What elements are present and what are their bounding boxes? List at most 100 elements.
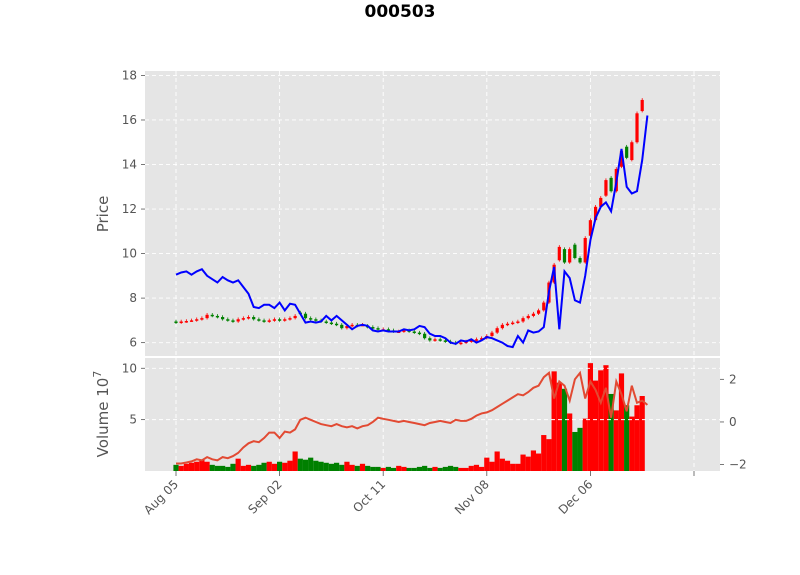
- candle-body: [272, 319, 277, 321]
- candle-body: [350, 324, 354, 327]
- candle-body: [386, 329, 390, 331]
- volume-bar: [308, 457, 314, 471]
- price-tick-label: 14: [122, 158, 137, 172]
- volume-panel: 5 10 −2 0 2: [122, 358, 747, 472]
- volume-bar: [178, 465, 184, 471]
- candle-body: [630, 142, 634, 161]
- volume-bar: [245, 464, 252, 471]
- volume-bar: [287, 460, 293, 471]
- candle-body: [267, 320, 271, 322]
- price-line-series: [175, 115, 649, 349]
- volume-bar: [499, 458, 505, 471]
- volume-bar: [582, 418, 588, 471]
- candle-body: [511, 322, 515, 325]
- volume-bar: [359, 463, 366, 471]
- candle-body: [402, 330, 406, 332]
- candle-body: [557, 246, 561, 261]
- candle-body: [324, 321, 328, 323]
- volume-bar: [339, 464, 345, 471]
- volume-bar: [453, 466, 459, 471]
- candle-body: [226, 319, 230, 321]
- candle-body: [516, 321, 520, 323]
- volume-bar: [525, 456, 531, 471]
- candle-body: [526, 315, 530, 319]
- candle-body: [604, 180, 608, 196]
- volume-bar: [504, 460, 511, 471]
- candle-body: [283, 319, 287, 321]
- volume-bar: [401, 466, 407, 471]
- volume-bar: [624, 405, 630, 471]
- candle-body: [428, 338, 432, 341]
- volume-bar: [463, 467, 469, 471]
- candle-body: [293, 315, 297, 319]
- volume-bar: [592, 380, 599, 471]
- chart-title: 000503: [365, 2, 436, 22]
- candle-body: [195, 319, 199, 321]
- volume-bar: [427, 467, 433, 471]
- candle-body: [573, 244, 577, 259]
- candle-body: [262, 320, 266, 322]
- price-tick-label: 10: [122, 247, 137, 261]
- volume-bar: [473, 464, 480, 471]
- candle-body: [619, 151, 624, 167]
- candle-body: [189, 320, 194, 322]
- volume-bar: [214, 465, 221, 471]
- candle-body: [184, 321, 188, 323]
- price-tick-label: 6: [129, 336, 137, 350]
- price-tick-label: 12: [122, 202, 137, 216]
- volume-bar: [447, 465, 454, 471]
- volume-bar: [510, 463, 516, 471]
- candle-body: [583, 237, 587, 263]
- candle-body: [423, 333, 427, 339]
- candle-body: [288, 318, 292, 320]
- volume-bar: [422, 465, 428, 471]
- volume-bar: [188, 462, 195, 471]
- volume-bar: [365, 465, 371, 471]
- candle-body: [443, 340, 447, 342]
- candle-body: [459, 342, 463, 345]
- volume-bar: [256, 464, 262, 471]
- volume-bar: [639, 396, 645, 471]
- volume-bar: [199, 459, 205, 471]
- volume-bar: [515, 463, 521, 471]
- volume-bar: [271, 463, 278, 471]
- volume-tick-label: 10: [122, 361, 137, 375]
- x-tick-label: Aug 05: [141, 477, 181, 517]
- candle-body: [417, 332, 422, 335]
- volume-bar: [183, 463, 189, 471]
- volume-bar: [587, 363, 593, 471]
- volume-bar: [323, 462, 329, 471]
- volume-bar: [333, 462, 340, 471]
- volume-bar: [479, 466, 485, 471]
- volume-bar: [556, 382, 562, 471]
- candle-body: [521, 318, 525, 322]
- candle-body: [490, 332, 494, 336]
- candle-body: [433, 339, 437, 341]
- candle-body: [200, 318, 204, 320]
- volume-bar: [541, 435, 547, 471]
- volume-bar: [437, 467, 443, 471]
- volume-bar: [603, 365, 609, 471]
- candle-body: [303, 313, 308, 319]
- volume-bar: [572, 431, 578, 471]
- volume-bar: [297, 458, 303, 471]
- candle-body: [609, 177, 613, 192]
- price-plot-area: [145, 71, 720, 356]
- volume-bar: [442, 466, 448, 471]
- volume-bar: [328, 463, 334, 471]
- volume-bar: [489, 461, 495, 471]
- volume-bar: [277, 461, 283, 471]
- candle-body: [500, 324, 504, 329]
- volume-bar: [551, 371, 557, 471]
- candle-body: [340, 324, 344, 329]
- candle-body: [588, 220, 592, 236]
- price-tick-label: 16: [122, 113, 137, 127]
- candle-body: [252, 317, 256, 320]
- candle-body: [635, 113, 639, 143]
- volume-bar: [240, 465, 246, 471]
- volume-bar: [468, 465, 474, 471]
- volume-bar: [344, 461, 350, 471]
- volume-bar: [577, 427, 583, 471]
- candle-body: [640, 99, 644, 112]
